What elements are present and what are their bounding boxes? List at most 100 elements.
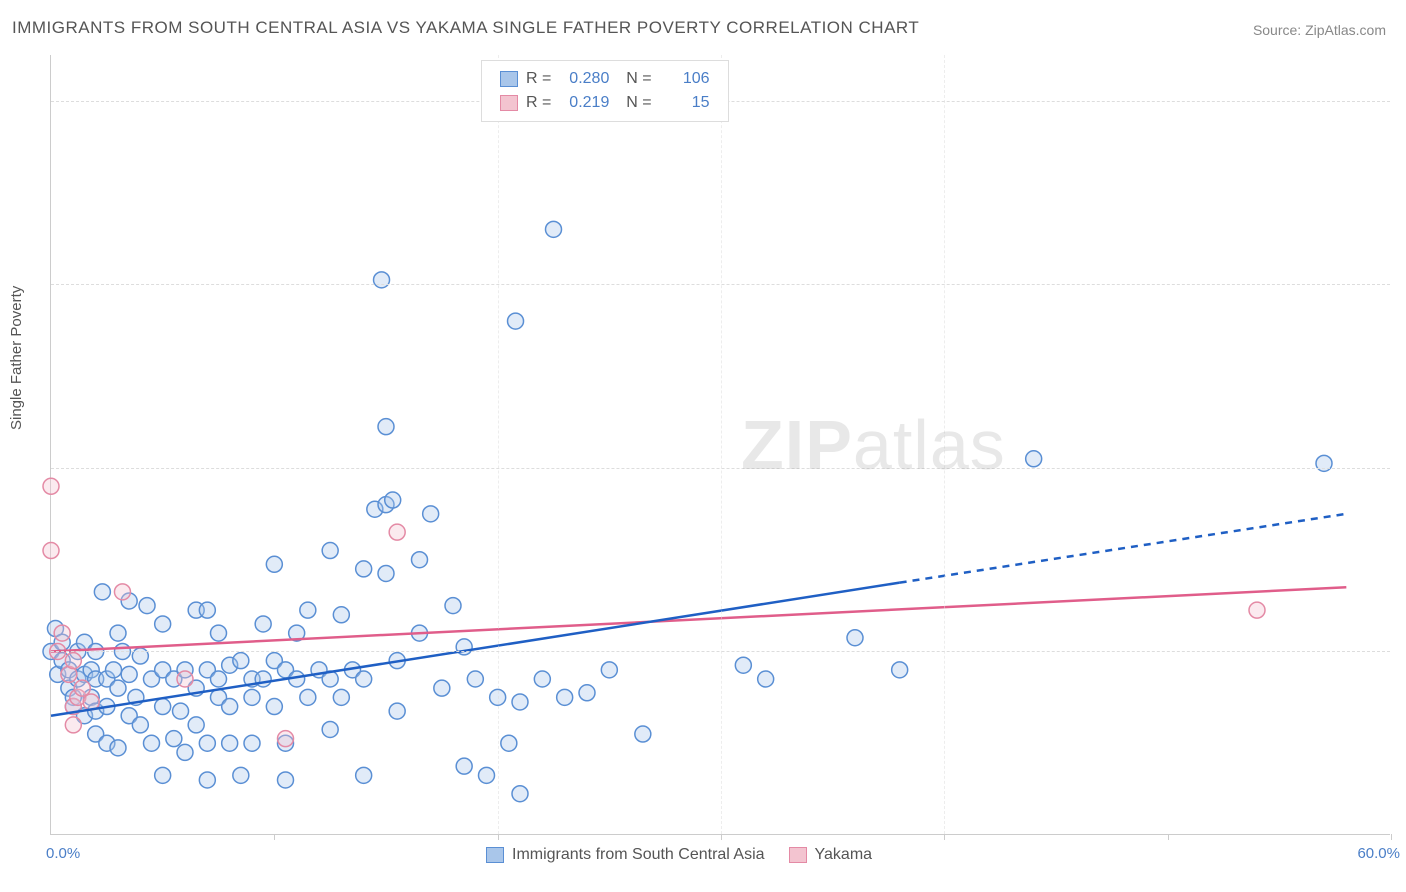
data-point (65, 717, 81, 733)
data-point (43, 478, 59, 494)
data-point (278, 772, 294, 788)
legend-r-label: R = (526, 91, 551, 115)
legend-series: Immigrants from South Central Asia Yakama (486, 846, 872, 864)
data-point (300, 689, 316, 705)
data-point (144, 735, 160, 751)
data-point (300, 602, 316, 618)
data-point (255, 616, 271, 632)
legend-n-label: N = (617, 91, 651, 115)
data-point (43, 543, 59, 559)
data-point (479, 767, 495, 783)
legend-n-value: 106 (660, 67, 710, 91)
gridline-vertical (944, 55, 945, 834)
data-point (266, 556, 282, 572)
data-point (385, 492, 401, 508)
data-point (333, 607, 349, 623)
data-point (74, 680, 90, 696)
data-point (110, 680, 126, 696)
data-point (233, 653, 249, 669)
data-point (1316, 455, 1332, 471)
trend-line-extrapolated (900, 514, 1347, 583)
data-point (412, 552, 428, 568)
data-point (244, 735, 260, 751)
data-point (356, 561, 372, 577)
legend-n-value: 15 (660, 91, 710, 115)
legend-swatch (500, 95, 518, 111)
data-point (374, 272, 390, 288)
x-tick-mark (274, 834, 275, 840)
data-point (110, 740, 126, 756)
data-point (106, 662, 122, 678)
data-point (199, 772, 215, 788)
data-point (1249, 602, 1265, 618)
data-point (278, 731, 294, 747)
legend-stats-row: R = 0.219 N = 15 (500, 91, 710, 115)
data-point (557, 689, 573, 705)
legend-series-item: Immigrants from South Central Asia (486, 846, 765, 864)
data-point (177, 744, 193, 760)
legend-swatch (486, 847, 504, 863)
legend-r-value: 0.280 (559, 67, 609, 91)
chart-title: IMMIGRANTS FROM SOUTH CENTRAL ASIA VS YA… (12, 18, 919, 38)
data-point (456, 758, 472, 774)
data-point (501, 735, 517, 751)
data-point (222, 699, 238, 715)
x-tick-mark (944, 834, 945, 840)
data-point (211, 625, 227, 641)
data-point (423, 506, 439, 522)
data-point (378, 419, 394, 435)
y-tick-label: 40.0% (1395, 459, 1406, 476)
data-point (177, 671, 193, 687)
x-tick-mark (498, 834, 499, 840)
data-point (847, 630, 863, 646)
legend-series-label: Immigrants from South Central Asia (512, 846, 765, 864)
data-point (356, 767, 372, 783)
y-tick-label: 20.0% (1395, 643, 1406, 660)
data-point (892, 662, 908, 678)
data-point (378, 565, 394, 581)
data-point (512, 694, 528, 710)
source-label: Source: ZipAtlas.com (1253, 22, 1386, 38)
data-point (508, 313, 524, 329)
data-point (735, 657, 751, 673)
x-tick-mark (1391, 834, 1392, 840)
data-point (94, 584, 110, 600)
x-tick-label: 0.0% (46, 845, 80, 862)
plot-area: R = 0.280 N = 106R = 0.219 N = 15 ZIPatl… (50, 55, 1390, 835)
x-tick-mark (721, 834, 722, 840)
data-point (211, 671, 227, 687)
y-tick-label: 60.0% (1395, 276, 1406, 293)
data-point (758, 671, 774, 687)
data-point (1026, 451, 1042, 467)
data-point (188, 717, 204, 733)
legend-r-value: 0.219 (559, 91, 609, 115)
data-point (233, 767, 249, 783)
data-point (173, 703, 189, 719)
gridline-vertical (721, 55, 722, 834)
data-point (322, 543, 338, 559)
data-point (155, 616, 171, 632)
trend-line (51, 583, 900, 716)
legend-series-item: Yakama (789, 846, 873, 864)
data-point (139, 598, 155, 614)
data-point (54, 625, 70, 641)
data-point (445, 598, 461, 614)
data-point (635, 726, 651, 742)
data-point (266, 699, 282, 715)
data-point (199, 602, 215, 618)
data-point (356, 671, 372, 687)
y-tick-label: 80.0% (1395, 92, 1406, 109)
legend-stats-row: R = 0.280 N = 106 (500, 67, 710, 91)
trend-line (51, 587, 1346, 651)
data-point (322, 721, 338, 737)
data-point (222, 735, 238, 751)
legend-stats: R = 0.280 N = 106R = 0.219 N = 15 (481, 60, 729, 122)
data-point (389, 703, 405, 719)
legend-swatch (500, 71, 518, 87)
data-point (467, 671, 483, 687)
data-point (255, 671, 271, 687)
data-point (579, 685, 595, 701)
data-point (512, 786, 528, 802)
data-point (601, 662, 617, 678)
data-point (155, 767, 171, 783)
